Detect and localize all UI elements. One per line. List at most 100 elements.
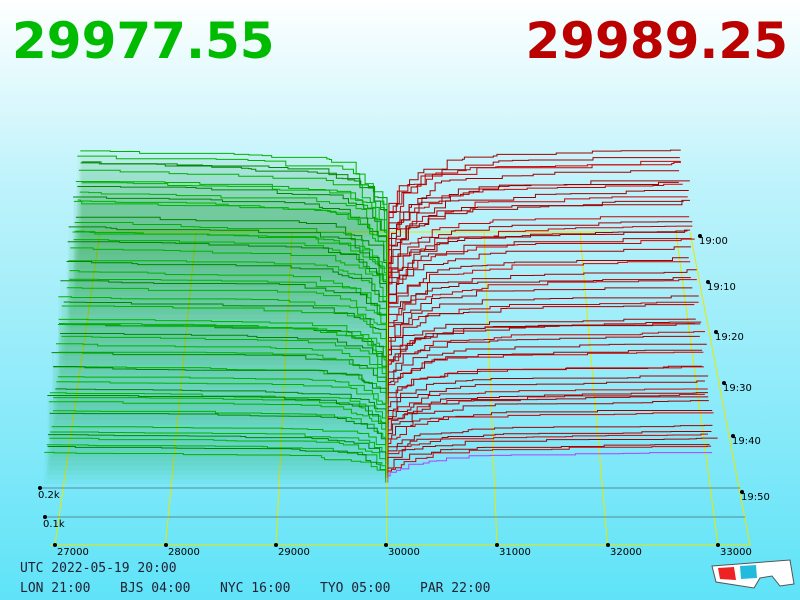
price-label: 29000 bbox=[278, 547, 310, 558]
ask-depth bbox=[387, 437, 718, 469]
bid-depth bbox=[74, 221, 388, 293]
world-clock: LON 21:00 bbox=[20, 581, 90, 596]
floor-line bbox=[483, 231, 498, 546]
bid-depth bbox=[79, 191, 388, 266]
price-tick bbox=[716, 543, 720, 547]
bid-depth bbox=[73, 200, 388, 279]
time-tick bbox=[714, 330, 718, 334]
bid-depth bbox=[77, 185, 388, 257]
ask-price: 29989.25 bbox=[525, 12, 788, 70]
bid-depth bbox=[70, 247, 388, 316]
floor-line bbox=[165, 231, 197, 546]
time-label: 19:40 bbox=[732, 436, 761, 447]
bid-depth bbox=[75, 216, 388, 284]
bid-depth bbox=[73, 239, 388, 307]
bid-depth bbox=[67, 241, 388, 312]
floor-line bbox=[54, 231, 101, 546]
ask-depth bbox=[388, 157, 680, 238]
depth-tick bbox=[38, 486, 42, 490]
bid-depth bbox=[68, 260, 388, 321]
price-label: 32000 bbox=[610, 547, 642, 558]
world-clock: PAR 22:00 bbox=[420, 581, 490, 596]
bid-depth bbox=[44, 451, 387, 483]
ask-depth bbox=[388, 221, 693, 293]
bid-depth bbox=[61, 335, 387, 386]
ask-depth bbox=[387, 287, 693, 344]
bid-depth bbox=[80, 162, 388, 242]
ask-depth bbox=[387, 433, 708, 465]
bid-depth bbox=[60, 332, 387, 381]
bid-depth bbox=[46, 444, 387, 474]
price-label: 28000 bbox=[168, 547, 200, 558]
time-tick bbox=[731, 434, 735, 438]
price-tick bbox=[606, 543, 610, 547]
bid-depth bbox=[58, 351, 387, 400]
floor-line bbox=[579, 231, 608, 546]
bid-depth bbox=[69, 278, 388, 331]
bid-depth bbox=[48, 401, 387, 441]
bid-depth bbox=[55, 388, 387, 423]
world-clock: TYO 05:00 bbox=[320, 581, 390, 596]
time-tick bbox=[706, 280, 710, 284]
ask-depth bbox=[388, 225, 693, 298]
ask-depth bbox=[388, 180, 690, 261]
ask-depth bbox=[388, 257, 689, 321]
time-label: 19:10 bbox=[707, 282, 736, 293]
glasses-icon bbox=[711, 559, 795, 589]
ask-depth bbox=[388, 196, 688, 270]
time-label: 19:50 bbox=[741, 492, 770, 503]
ask-depth bbox=[388, 216, 690, 284]
depth-label: 0.2k bbox=[38, 490, 60, 501]
time-tick bbox=[722, 381, 726, 385]
ask-depth bbox=[387, 365, 703, 405]
ask-depth bbox=[387, 400, 709, 441]
ask-depth bbox=[388, 269, 697, 335]
depth-layers bbox=[44, 149, 718, 483]
ask-depth bbox=[388, 246, 691, 316]
utc-time: UTC 2022-05-19 20:00 bbox=[20, 561, 177, 576]
bid-depth bbox=[53, 365, 387, 409]
ask-depth bbox=[387, 409, 713, 446]
bid-depth bbox=[73, 196, 388, 270]
bid-depth bbox=[50, 431, 387, 460]
ask-depth bbox=[387, 279, 697, 340]
bid-depth bbox=[58, 296, 387, 349]
ask-depth bbox=[387, 366, 704, 409]
ask-depth bbox=[388, 170, 680, 252]
time-label: 19:00 bbox=[699, 236, 728, 247]
bid-depth bbox=[69, 270, 387, 335]
ask-depth bbox=[387, 295, 699, 349]
world-clock: BJS 04:00 bbox=[120, 581, 190, 596]
price-label: 31000 bbox=[499, 547, 531, 558]
bid-depth bbox=[63, 301, 387, 354]
world-clock: NYC 16:00 bbox=[220, 581, 290, 596]
ask-depth bbox=[387, 331, 706, 381]
bid-depth bbox=[66, 287, 387, 344]
ask-depth bbox=[387, 445, 712, 478]
bid-price: 29977.55 bbox=[12, 12, 275, 70]
bid-depth bbox=[80, 150, 388, 233]
ask-depth bbox=[387, 323, 701, 372]
bid-depth bbox=[75, 180, 388, 261]
ask-depth bbox=[387, 321, 702, 377]
bid-depth bbox=[49, 392, 387, 428]
ask-depth bbox=[388, 229, 691, 302]
ask-depth bbox=[387, 424, 713, 456]
bid-depth bbox=[78, 169, 388, 252]
ask-depth bbox=[387, 452, 713, 483]
price-label: 33000 bbox=[720, 547, 752, 558]
depth-label: 0.1k bbox=[43, 519, 65, 530]
depth-tick bbox=[43, 515, 47, 519]
price-tick bbox=[384, 543, 388, 547]
price-label: 27000 bbox=[57, 547, 89, 558]
ask-depth bbox=[387, 392, 708, 428]
ask-depth bbox=[387, 351, 704, 395]
bid-depth bbox=[55, 343, 387, 391]
ask-depth bbox=[388, 160, 681, 242]
ask-depth bbox=[387, 412, 714, 451]
ask-depth bbox=[387, 349, 703, 400]
bid-depth bbox=[52, 410, 387, 446]
ask-depth bbox=[387, 343, 707, 391]
bid-depth bbox=[66, 260, 388, 326]
